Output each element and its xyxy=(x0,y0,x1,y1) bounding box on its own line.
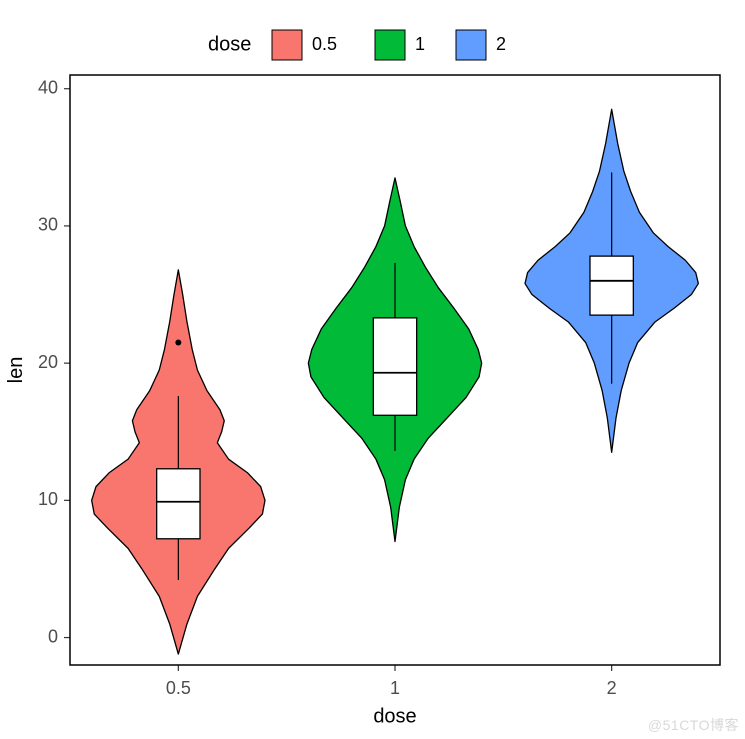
legend-swatch xyxy=(272,30,302,60)
x-tick-label: 0.5 xyxy=(166,678,191,698)
y-tick-label: 40 xyxy=(38,77,58,97)
y-axis-title: len xyxy=(5,357,27,384)
y-tick-label: 10 xyxy=(38,489,58,509)
legend-label: 2 xyxy=(496,34,506,54)
legend-label: 0.5 xyxy=(312,34,337,54)
x-tick-label: 1 xyxy=(390,678,400,698)
legend-swatch xyxy=(456,30,486,60)
y-tick-label: 30 xyxy=(38,215,58,235)
outlier xyxy=(175,340,181,346)
violin-chart: dose0.512010203040len0.512dose xyxy=(0,0,745,739)
box xyxy=(590,256,633,315)
y-tick-label: 20 xyxy=(38,352,58,372)
legend-swatch xyxy=(375,30,405,60)
watermark: @51CTO博客 xyxy=(648,715,739,735)
legend-label: 1 xyxy=(415,34,425,54)
box xyxy=(157,469,200,539)
x-tick-label: 2 xyxy=(607,678,617,698)
chart-container: dose0.512010203040len0.512dose @51CTO博客 xyxy=(0,0,745,739)
y-tick-label: 0 xyxy=(48,626,58,646)
legend-title: dose xyxy=(208,33,251,55)
x-axis-title: dose xyxy=(373,705,416,727)
box xyxy=(373,318,416,415)
